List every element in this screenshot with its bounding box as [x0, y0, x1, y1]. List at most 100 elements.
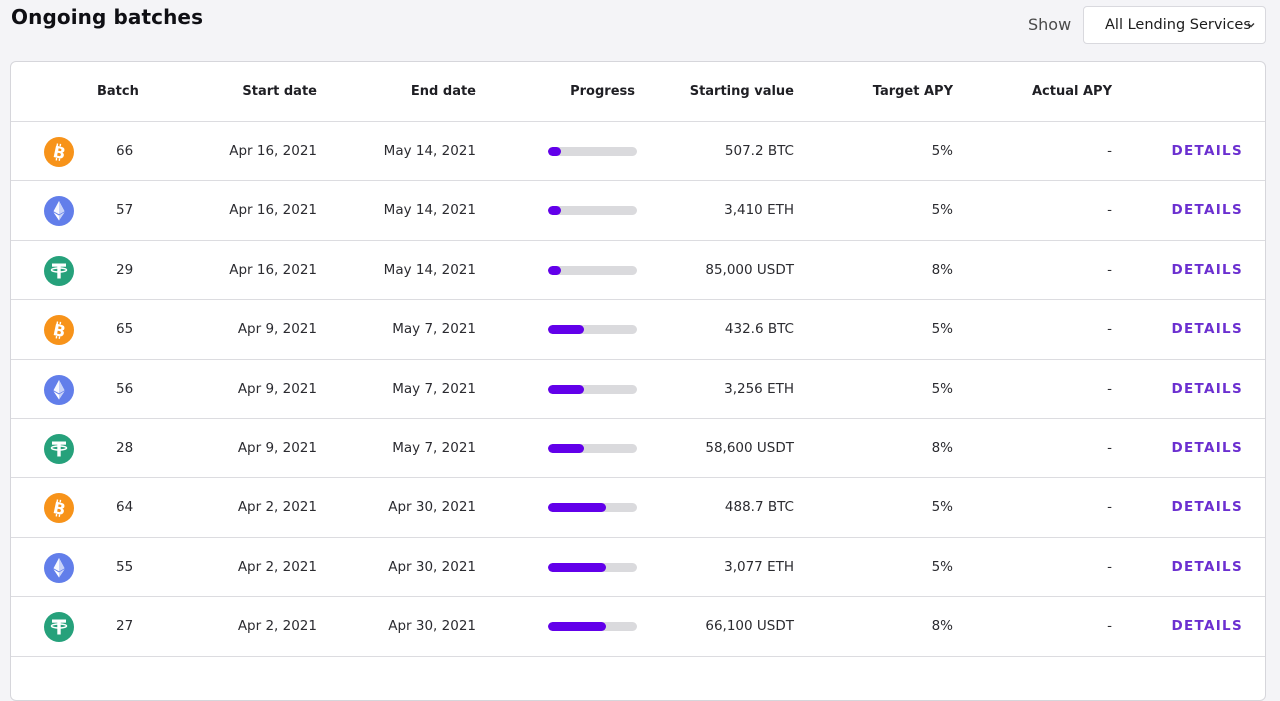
- lending-service-select-value: All Lending Services: [1105, 17, 1251, 33]
- actual-apy: -: [1107, 143, 1112, 159]
- usdt-icon: [44, 612, 74, 642]
- target-apy: 8%: [932, 262, 953, 278]
- details-button[interactable]: DETAILS: [1172, 440, 1244, 456]
- progress-bar-fill: [548, 503, 606, 512]
- eth-icon: [44, 375, 74, 405]
- col-target-apy: Target APY: [873, 84, 953, 99]
- page-header: Ongoing batches Show All Lending Service…: [0, 0, 1280, 60]
- actual-apy: -: [1107, 262, 1112, 278]
- batch-number: 55: [116, 559, 133, 575]
- usdt-icon: [44, 434, 74, 464]
- details-button[interactable]: DETAILS: [1172, 618, 1244, 634]
- details-button[interactable]: DETAILS: [1172, 321, 1244, 337]
- progress-bar: [548, 563, 637, 572]
- target-apy: 8%: [932, 440, 953, 456]
- details-button[interactable]: DETAILS: [1172, 262, 1244, 278]
- progress-bar: [548, 503, 637, 512]
- start-date: Apr 16, 2021: [229, 202, 317, 218]
- batch-number: 56: [116, 381, 133, 397]
- progress-bar-fill: [548, 563, 606, 572]
- progress-bar-fill: [548, 622, 606, 631]
- end-date: Apr 30, 2021: [388, 618, 476, 634]
- progress-bar: [548, 444, 637, 453]
- batch-number: 27: [116, 618, 133, 634]
- batch-number: 28: [116, 440, 133, 456]
- actual-apy: -: [1107, 618, 1112, 634]
- starting-value: 66,100 USDT: [705, 618, 794, 634]
- end-date: May 14, 2021: [384, 202, 476, 218]
- end-date: May 7, 2021: [392, 321, 476, 337]
- start-date: Apr 16, 2021: [229, 262, 317, 278]
- table-header: Batch Start date End date Progress Start…: [11, 62, 1265, 122]
- starting-value: 432.6 BTC: [725, 321, 794, 337]
- details-button[interactable]: DETAILS: [1172, 202, 1244, 218]
- actual-apy: -: [1107, 440, 1112, 456]
- actual-apy: -: [1107, 381, 1112, 397]
- table-row: 27 Apr 2, 2021 Apr 30, 2021 66,100 USDT …: [11, 597, 1265, 656]
- show-label: Show: [1028, 15, 1071, 34]
- actual-apy: -: [1107, 321, 1112, 337]
- starting-value: 3,077 ETH: [724, 559, 794, 575]
- progress-bar-fill: [548, 266, 561, 275]
- lending-service-select[interactable]: All Lending Services: [1083, 6, 1266, 44]
- batch-number: 29: [116, 262, 133, 278]
- starting-value: 85,000 USDT: [705, 262, 794, 278]
- start-date: Apr 2, 2021: [238, 499, 317, 515]
- progress-bar-fill: [548, 206, 561, 215]
- target-apy: 5%: [932, 143, 953, 159]
- details-button[interactable]: DETAILS: [1172, 381, 1244, 397]
- starting-value: 3,410 ETH: [724, 202, 794, 218]
- chevron-down-icon: [1245, 19, 1257, 31]
- start-date: Apr 16, 2021: [229, 143, 317, 159]
- batch-number: 57: [116, 202, 133, 218]
- progress-bar-fill: [548, 325, 584, 334]
- btc-icon: B: [44, 315, 74, 345]
- batch-number: 65: [116, 321, 133, 337]
- end-date: May 14, 2021: [384, 143, 476, 159]
- starting-value: 3,256 ETH: [724, 381, 794, 397]
- starting-value: 507.2 BTC: [725, 143, 794, 159]
- eth-icon: [44, 196, 74, 226]
- actual-apy: -: [1107, 202, 1112, 218]
- col-start-date: Start date: [242, 84, 317, 99]
- table-row: 28 Apr 9, 2021 May 7, 2021 58,600 USDT 8…: [11, 419, 1265, 478]
- progress-bar: [548, 385, 637, 394]
- end-date: Apr 30, 2021: [388, 499, 476, 515]
- table-row: B 65 Apr 9, 2021 May 7, 2021 432.6 BTC 5…: [11, 300, 1265, 359]
- start-date: Apr 9, 2021: [238, 381, 317, 397]
- start-date: Apr 2, 2021: [238, 559, 317, 575]
- col-actual-apy: Actual APY: [1032, 84, 1112, 99]
- starting-value: 58,600 USDT: [705, 440, 794, 456]
- start-date: Apr 9, 2021: [238, 321, 317, 337]
- batches-table: Batch Start date End date Progress Start…: [10, 61, 1266, 701]
- details-button[interactable]: DETAILS: [1172, 143, 1244, 159]
- target-apy: 5%: [932, 202, 953, 218]
- details-button[interactable]: DETAILS: [1172, 559, 1244, 575]
- progress-bar: [548, 206, 637, 215]
- target-apy: 5%: [932, 381, 953, 397]
- start-date: Apr 2, 2021: [238, 618, 317, 634]
- batch-number: 66: [116, 143, 133, 159]
- progress-bar-fill: [548, 147, 561, 156]
- actual-apy: -: [1107, 559, 1112, 575]
- target-apy: 8%: [932, 618, 953, 634]
- table-row: 56 Apr 9, 2021 May 7, 2021 3,256 ETH 5% …: [11, 360, 1265, 419]
- table-row: B 64 Apr 2, 2021 Apr 30, 2021 488.7 BTC …: [11, 478, 1265, 537]
- col-batch: Batch: [97, 84, 139, 99]
- col-starting-value: Starting value: [690, 84, 794, 99]
- page-title: Ongoing batches: [11, 5, 203, 29]
- progress-bar-fill: [548, 385, 584, 394]
- col-end-date: End date: [411, 84, 476, 99]
- btc-icon: B: [44, 493, 74, 523]
- details-button[interactable]: DETAILS: [1172, 499, 1244, 515]
- progress-bar-fill: [548, 444, 584, 453]
- end-date: May 7, 2021: [392, 381, 476, 397]
- table-row: B 66 Apr 16, 2021 May 14, 2021 507.2 BTC…: [11, 122, 1265, 181]
- btc-icon: B: [44, 137, 74, 167]
- end-date: May 14, 2021: [384, 262, 476, 278]
- end-date: Apr 30, 2021: [388, 559, 476, 575]
- col-progress: Progress: [570, 84, 635, 99]
- eth-icon: [44, 553, 74, 583]
- progress-bar: [548, 622, 637, 631]
- actual-apy: -: [1107, 499, 1112, 515]
